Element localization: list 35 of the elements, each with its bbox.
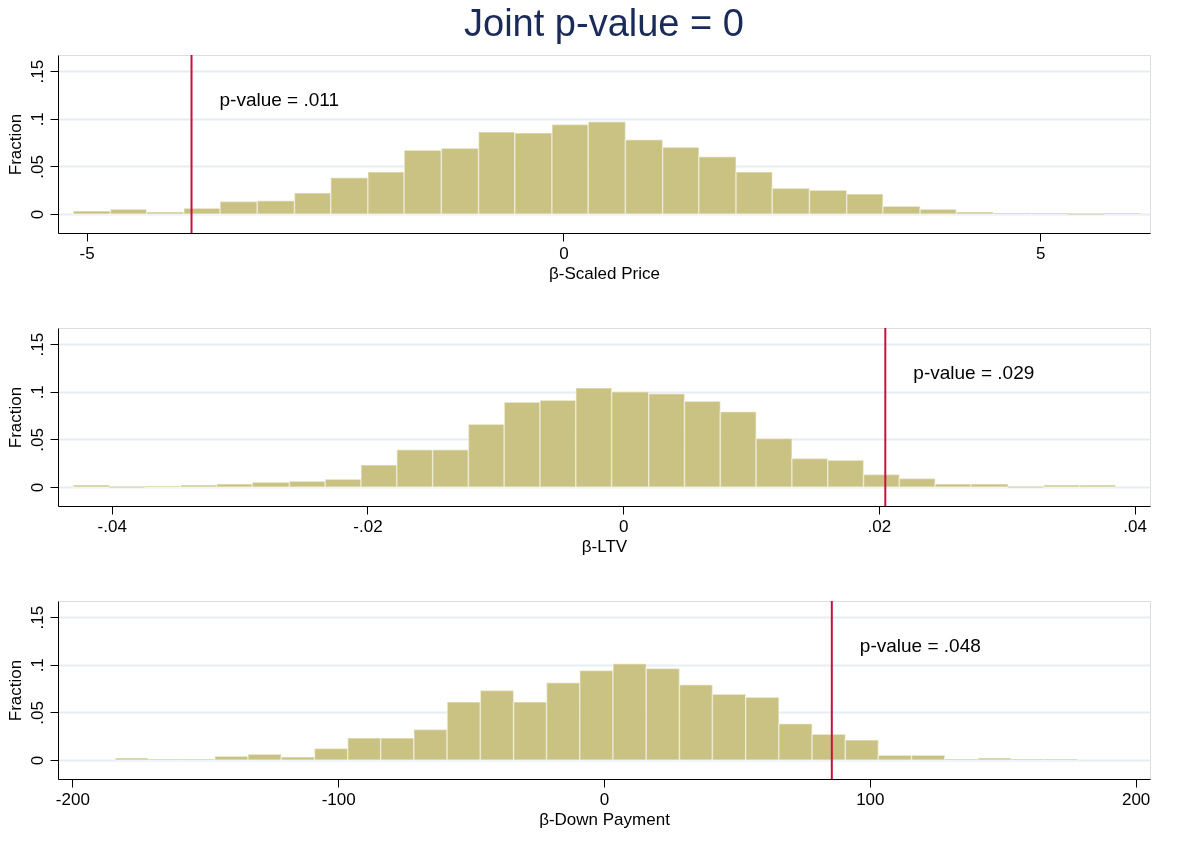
y-tick-label: .05 — [27, 155, 47, 179]
x-axis-title: β-Scaled Price — [549, 263, 660, 283]
y-axis-title: Fraction — [5, 113, 25, 176]
x-tick-label: 200 — [1121, 789, 1151, 809]
y-tick-label: .1 — [27, 112, 47, 127]
x-tick-label: 0 — [599, 789, 610, 809]
y-tick-label: .15 — [27, 332, 47, 357]
annotation: p-value = .011 — [219, 88, 340, 110]
x-tick-label: -5 — [79, 243, 95, 263]
x-tick-label: 100 — [856, 789, 885, 809]
y-tick-label: 0 — [27, 482, 47, 493]
x-tick-label: 5 — [1036, 243, 1046, 263]
y-tick-label: .15 — [27, 59, 47, 84]
annotation: p-value = .029 — [913, 361, 1035, 383]
annotation: p-value = .048 — [859, 634, 981, 656]
x-tick-label: -100 — [321, 789, 356, 809]
y-tick-label: 0 — [27, 755, 47, 766]
y-tick-label: .1 — [27, 658, 47, 673]
x-tick-label: -.04 — [97, 516, 127, 536]
y-tick-label: .15 — [27, 605, 47, 630]
chart-title: Joint p-value = 0 — [464, 2, 744, 44]
x-tick-label: 0 — [559, 243, 569, 263]
y-tick-label: .05 — [27, 428, 47, 452]
y-tick-label: 0 — [27, 209, 47, 220]
x-tick-label: .02 — [867, 516, 892, 536]
x-axis-title: β-LTV — [581, 536, 628, 556]
x-tick-label: 0 — [618, 516, 629, 536]
y-tick-label: .1 — [27, 385, 47, 400]
x-tick-label: -200 — [55, 789, 90, 809]
y-tick-label: .05 — [27, 701, 47, 725]
x-tick-label: -.02 — [353, 516, 383, 536]
y-axis-title: Fraction — [5, 386, 25, 449]
x-tick-label: .04 — [1123, 516, 1147, 536]
x-axis-title: β-Down Payment — [539, 809, 671, 829]
y-axis-title: Fraction — [5, 659, 25, 722]
